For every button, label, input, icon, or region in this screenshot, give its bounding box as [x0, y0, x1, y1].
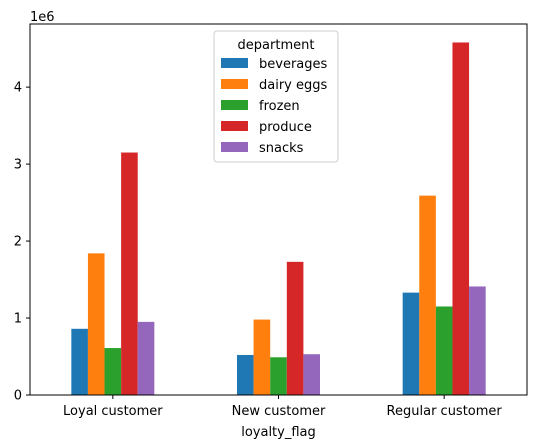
bar-snacks-1	[303, 354, 320, 395]
legend-label: beverages	[259, 57, 328, 72]
bar-dairy-eggs-0	[87, 253, 105, 395]
bar-frozen-2	[435, 306, 453, 395]
bar-produce-1	[286, 261, 304, 395]
legend-swatch	[221, 121, 248, 131]
legend-label: snacks	[259, 141, 304, 156]
bar-produce-0	[121, 152, 138, 395]
bar-beverages-2	[402, 292, 420, 395]
legend-swatch	[221, 58, 248, 68]
x-tick-label: Loyal customer	[63, 404, 163, 419]
legend-entries: beverages dairy eggs frozen produce snacks	[221, 57, 328, 156]
x-tick-label: Regular customer	[387, 404, 503, 419]
bar-snacks-2	[469, 286, 486, 395]
y-offset-text: 1e6	[30, 10, 55, 25]
y-tick-label: 2	[14, 235, 22, 250]
legend-label: dairy eggs	[259, 78, 328, 93]
bar-dairy-eggs-2	[419, 195, 436, 395]
bar-frozen-1	[270, 357, 287, 395]
y-tick-label: 4	[14, 81, 22, 96]
y-axis: 0 1 2 3 4	[14, 81, 30, 404]
x-axis-label: loyalty_flag	[241, 425, 316, 440]
y-tick-label: 3	[14, 158, 22, 173]
bar-beverages-0	[71, 328, 88, 395]
legend-swatch	[221, 142, 248, 152]
legend-label: frozen	[259, 99, 300, 114]
legend-swatch	[221, 100, 248, 110]
y-tick-label: 0	[14, 389, 22, 404]
legend-title: department	[238, 38, 315, 53]
bar-beverages-1	[237, 354, 254, 395]
bar-produce-2	[452, 42, 470, 395]
x-axis: Loyal customer New customer Regular custom…	[63, 395, 502, 419]
bar-snacks-0	[137, 321, 155, 395]
x-tick-label: New customer	[232, 404, 326, 419]
bar-frozen-0	[104, 348, 122, 395]
bar-dairy-eggs-1	[253, 319, 271, 395]
y-tick-label: 1	[14, 312, 22, 327]
bars-group	[71, 42, 486, 395]
legend-label: produce	[259, 120, 312, 135]
legend-swatch	[221, 79, 248, 89]
legend: department beverages dairy eggs frozen prod…	[213, 30, 339, 163]
